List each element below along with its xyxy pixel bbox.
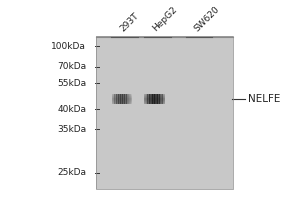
Bar (130, 94, 131, 104)
Bar (112, 103, 132, 104)
Bar (144, 98, 165, 99)
Bar (153, 94, 154, 104)
Bar (147, 94, 148, 104)
Bar (112, 97, 132, 98)
Bar (112, 94, 132, 95)
Bar (115, 94, 116, 104)
Bar (146, 94, 147, 104)
Bar (113, 94, 114, 104)
Bar (125, 94, 126, 104)
Bar (144, 100, 165, 101)
Bar (126, 94, 127, 104)
Bar (144, 101, 165, 102)
Bar (130, 94, 131, 104)
Bar (150, 94, 151, 104)
Bar (163, 94, 164, 104)
Text: 55kDa: 55kDa (57, 79, 86, 88)
Bar (112, 96, 132, 97)
Bar (97, 36, 233, 189)
Bar (144, 94, 145, 104)
Bar (131, 94, 132, 104)
Bar (148, 94, 149, 104)
Bar (160, 94, 161, 104)
Bar (158, 94, 159, 104)
Bar (144, 99, 165, 100)
Bar (112, 95, 132, 96)
Bar (149, 94, 151, 104)
Bar (119, 94, 120, 104)
Bar (149, 94, 150, 104)
Bar (116, 94, 117, 104)
Bar (162, 94, 163, 104)
Bar (112, 94, 113, 104)
Bar (154, 94, 155, 104)
Bar (112, 100, 132, 101)
Bar (114, 94, 115, 104)
Bar (144, 102, 165, 103)
Bar (152, 94, 153, 104)
Bar (128, 94, 129, 104)
Bar (145, 94, 146, 104)
Text: HepG2: HepG2 (151, 5, 179, 33)
Bar (157, 94, 158, 104)
Bar (144, 94, 165, 95)
Bar (122, 94, 123, 104)
Bar (118, 94, 119, 104)
Bar (120, 94, 121, 104)
Bar (164, 94, 166, 104)
Bar (114, 94, 115, 104)
Bar (144, 95, 165, 96)
Bar (162, 94, 163, 104)
Bar (121, 94, 122, 104)
Bar (144, 97, 165, 98)
Bar (118, 94, 119, 104)
Bar (156, 94, 157, 104)
Bar (152, 94, 153, 104)
Bar (112, 99, 132, 100)
Bar (127, 94, 128, 104)
Bar (144, 96, 165, 97)
Bar (144, 103, 165, 104)
Bar (116, 94, 117, 104)
Bar (129, 94, 130, 104)
Bar (159, 94, 160, 104)
Text: 70kDa: 70kDa (57, 62, 86, 71)
Bar (155, 94, 156, 104)
Bar (127, 94, 128, 104)
Bar (112, 102, 132, 103)
Bar (160, 94, 161, 104)
Text: 25kDa: 25kDa (57, 168, 86, 177)
Bar (151, 94, 152, 104)
Bar (124, 94, 125, 104)
Text: 40kDa: 40kDa (57, 105, 86, 114)
Bar (128, 94, 130, 104)
Text: 35kDa: 35kDa (57, 125, 86, 134)
Bar (164, 94, 165, 104)
Bar (154, 94, 155, 104)
Text: 293T: 293T (118, 11, 141, 33)
Bar (120, 94, 122, 104)
Text: SW620: SW620 (193, 5, 221, 33)
Bar (145, 94, 146, 104)
Bar (112, 101, 132, 102)
Bar (97, 36, 233, 189)
Bar (123, 94, 124, 104)
Text: 100kDa: 100kDa (51, 42, 86, 51)
Bar (147, 94, 148, 104)
Bar (161, 94, 162, 104)
Bar (122, 94, 123, 104)
Text: NELFE: NELFE (248, 94, 280, 104)
Bar (112, 98, 132, 99)
Bar (124, 94, 125, 104)
Bar (117, 94, 118, 104)
Bar (157, 94, 158, 104)
